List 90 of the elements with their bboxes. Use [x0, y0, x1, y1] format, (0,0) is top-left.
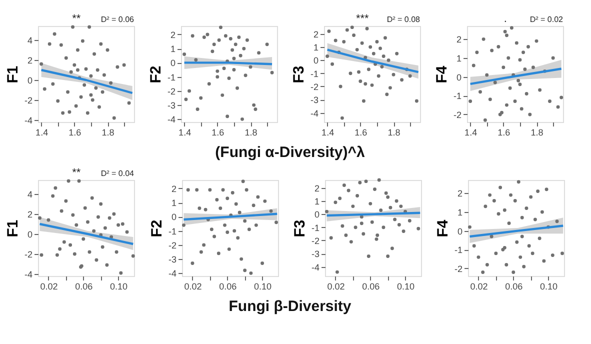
x-tick-label: 0.02	[327, 282, 345, 292]
y-tick-label: -3	[310, 95, 318, 106]
y-tick-label: 0	[456, 72, 462, 82]
y-tick-label: 4	[27, 190, 32, 200]
y-tick-label: 1	[456, 54, 462, 64]
y-tick-label: -2	[168, 240, 176, 250]
x-tick-label: 1.6	[212, 128, 224, 138]
x-tick-label: 1.4	[464, 128, 478, 138]
y-tick-label: 2	[313, 29, 318, 40]
y-tick-label: 2	[170, 30, 176, 40]
x-tick-label: 0.02	[40, 282, 58, 292]
x-tick-label: 1.8	[530, 128, 544, 138]
text: (Fungi α-Diversity)^λ	[215, 144, 366, 161]
y-tick-label: -1	[310, 68, 318, 79]
y-tick-label: -3	[168, 254, 176, 265]
y-tick-label: -2	[311, 236, 320, 246]
y-tick-label: 2	[27, 210, 32, 220]
text: D² = 0.02	[530, 15, 564, 24]
y-axis-title: F2	[148, 220, 166, 238]
y-axis-title: F1	[4, 66, 22, 84]
x-tick-label: 1.6	[68, 128, 82, 138]
text: **	[72, 13, 82, 25]
y-tick-label: -2	[167, 86, 176, 96]
y-tick-label: -3	[167, 100, 176, 111]
y-tick-label: -2	[24, 96, 32, 106]
x-tick-label: 0.06	[505, 282, 523, 292]
y-tick-label: -4	[167, 114, 176, 125]
y-tick-label: -4	[311, 262, 320, 272]
text: D² = 0.08	[386, 15, 421, 24]
text: **	[72, 167, 82, 179]
y-tick-label: -1	[454, 245, 462, 256]
y-tick-label: 0	[27, 76, 32, 86]
y-tick-label: -1	[453, 91, 462, 102]
x-tick-label: 1.4	[322, 128, 334, 138]
text: D² = 0.06	[100, 15, 135, 24]
y-axis-title: F2	[148, 66, 164, 84]
x-tick-label: 0.10	[540, 282, 558, 292]
y-tick-label: 1	[171, 198, 176, 208]
y-tick-label: 2	[27, 56, 32, 66]
y-tick-label: 2	[171, 184, 176, 194]
y-tick-label: -1	[167, 72, 176, 82]
x-tick-label: 0.10	[254, 282, 272, 292]
x-tick-label: 0.06	[362, 282, 380, 292]
x-tick-label: 1.8	[244, 128, 258, 138]
x-tick-label: 1.4	[36, 128, 48, 138]
text: ***	[356, 13, 370, 25]
y-tick-label: -4	[24, 116, 32, 126]
y-tick-label: -2	[453, 110, 462, 120]
y-tick-label: 0	[171, 212, 176, 222]
x-tick-label: 1.4	[178, 128, 192, 138]
y-axis-title: F3	[290, 66, 308, 84]
y-tick-label: -2	[310, 82, 318, 92]
x-tick-label: 1.8	[102, 128, 114, 138]
x-tick-label: 1.8	[388, 128, 400, 138]
x-tick-label: 1.6	[354, 128, 368, 138]
y-tick-label: -2	[24, 250, 32, 260]
y-tick-label: 0	[27, 230, 32, 240]
y-tick-label: 1	[457, 208, 462, 218]
y-tick-label: -4	[168, 268, 176, 279]
y-axis-title: F3	[292, 220, 308, 238]
y-tick-label: 2	[456, 34, 462, 45]
y-tick-label: 0	[457, 226, 462, 236]
y-axis-title: F4	[434, 219, 452, 238]
y-tick-label: 2	[314, 183, 320, 194]
y-tick-label: 1	[170, 44, 176, 54]
x-tick-label: 0.10	[110, 282, 128, 292]
x-tick-label: 0.02	[470, 282, 488, 292]
y-tick-label: 0	[313, 56, 318, 66]
text: .	[504, 13, 507, 25]
y-tick-label: 0	[170, 58, 176, 68]
y-tick-label: 2	[457, 188, 462, 199]
y-tick-label: 1	[314, 196, 320, 207]
y-tick-label: -1	[168, 226, 176, 236]
y-tick-label: -4	[24, 270, 32, 280]
y-axis-title: F4	[434, 65, 450, 84]
y-tick-label: -1	[311, 222, 320, 233]
x-tick-label: 1.6	[498, 128, 510, 138]
y-axis-title: F1	[4, 220, 22, 238]
text: Fungi β-Diversity	[228, 298, 352, 315]
x-tick-label: 0.10	[397, 282, 415, 292]
y-tick-label: 0	[314, 210, 320, 220]
x-tick-label: 0.06	[219, 282, 237, 292]
x-tick-label: 0.02	[184, 282, 202, 292]
text: D² = 0.04	[100, 169, 135, 178]
y-tick-label: 4	[27, 36, 32, 46]
y-tick-label: 1	[313, 42, 318, 53]
y-tick-label: -3	[311, 249, 320, 260]
y-tick-label: -2	[454, 264, 462, 274]
x-tick-label: 0.06	[75, 282, 93, 292]
y-tick-label: -4	[310, 108, 318, 118]
